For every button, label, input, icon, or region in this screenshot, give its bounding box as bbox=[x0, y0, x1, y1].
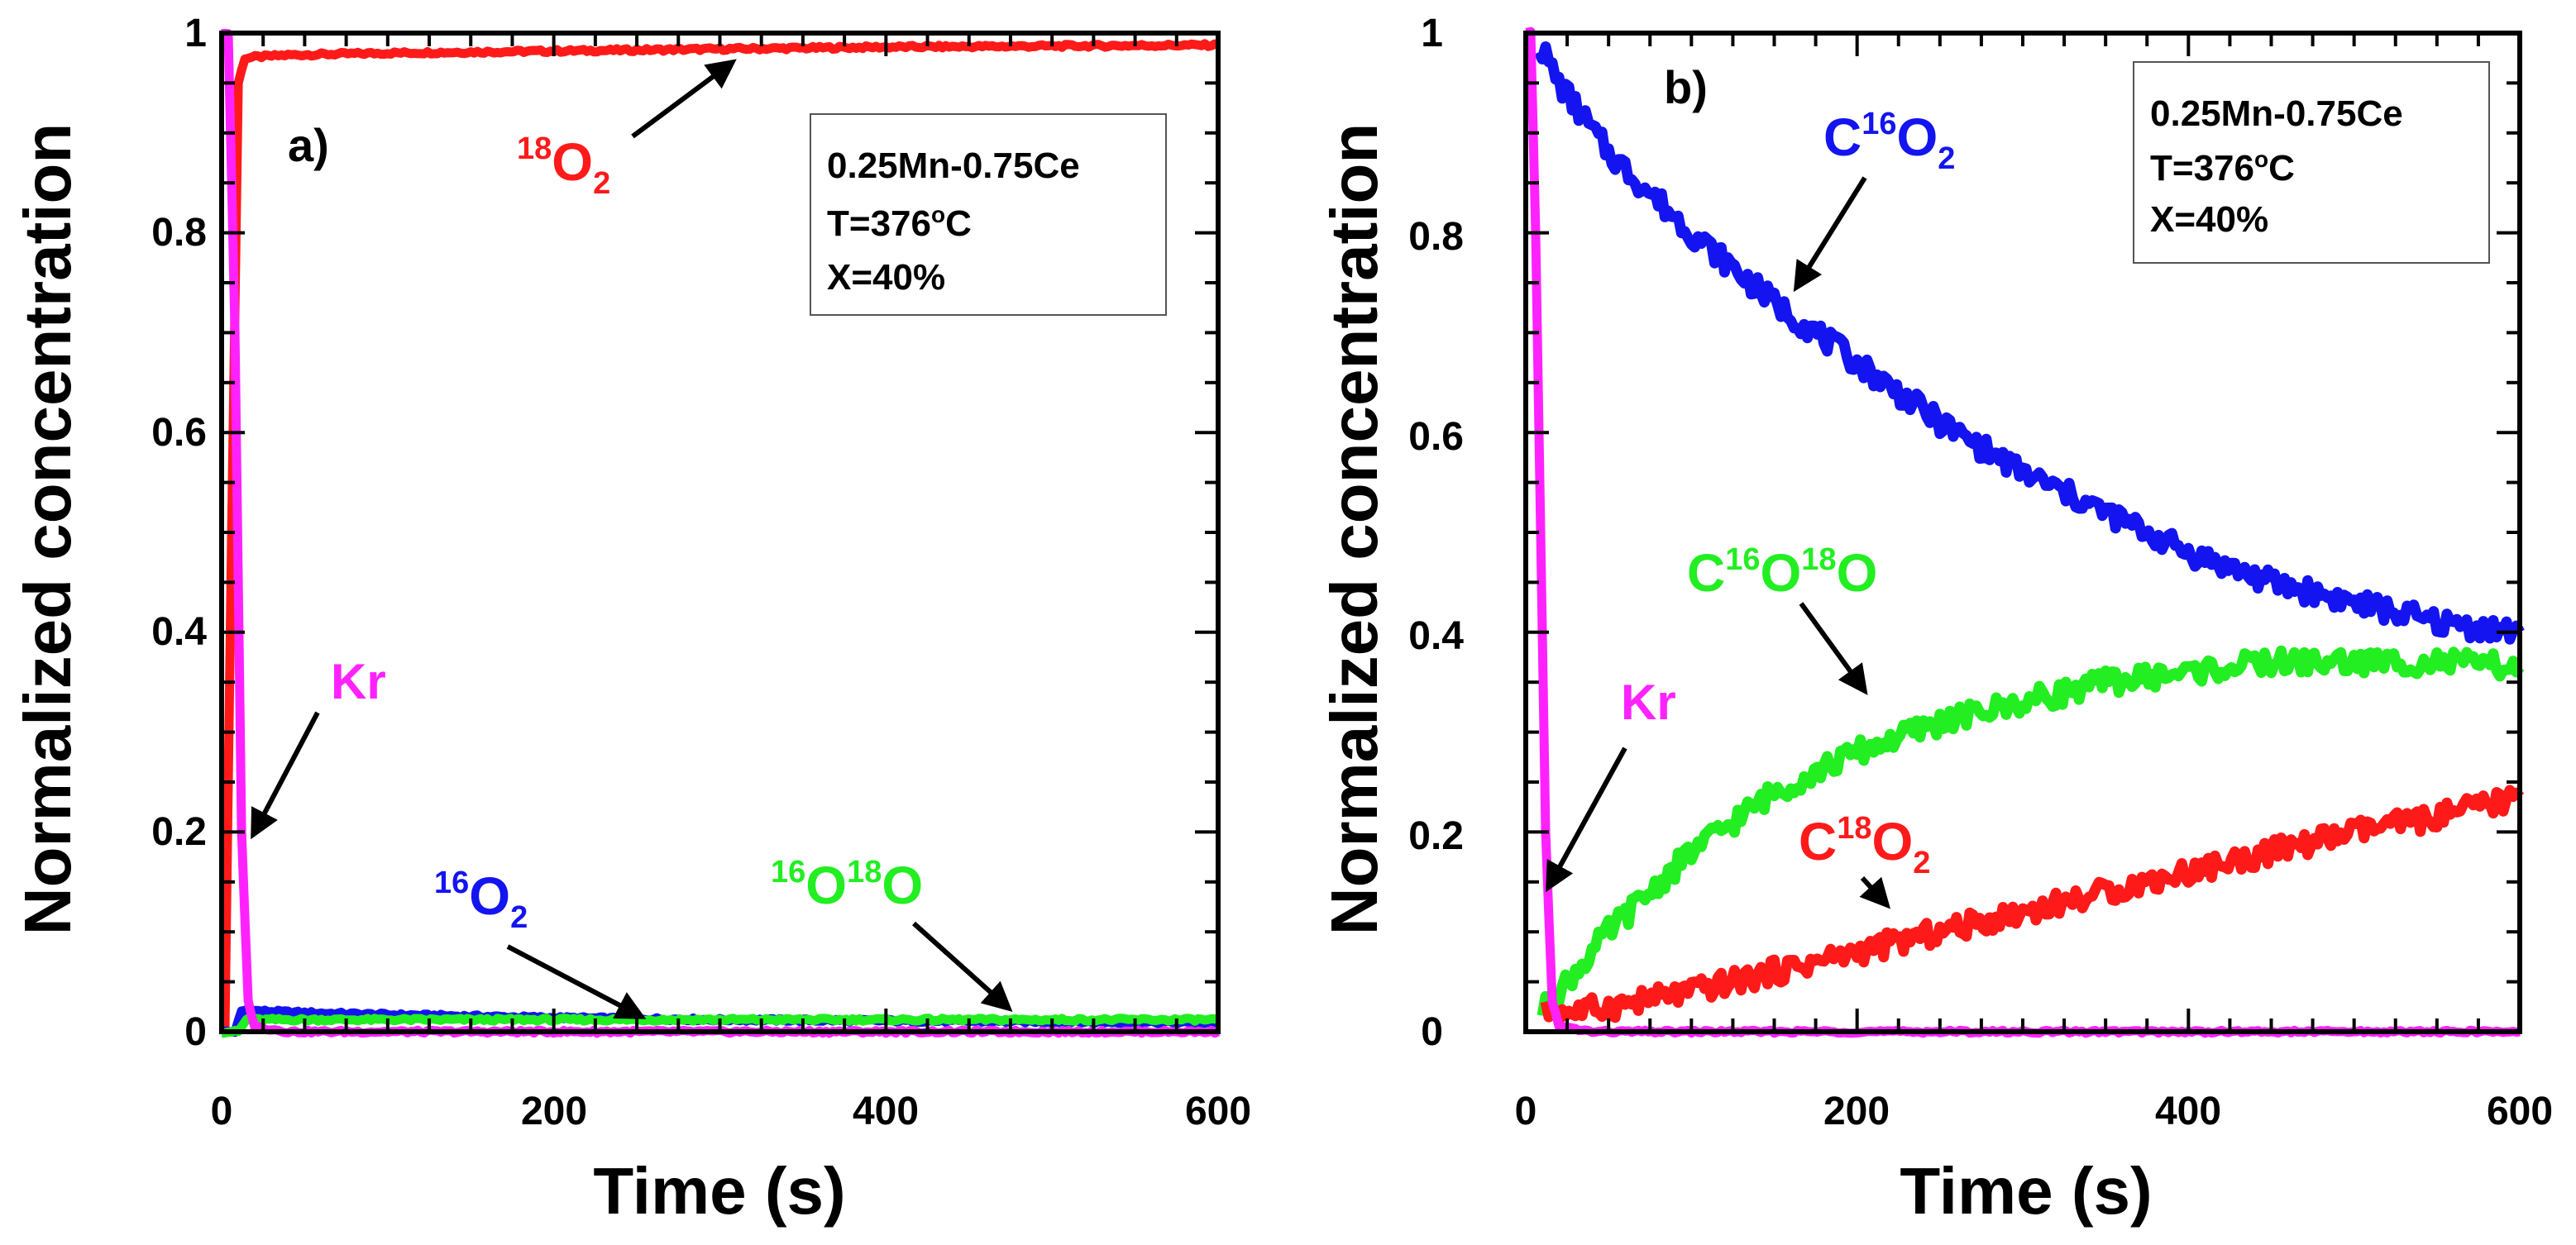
panel-a-info-box bbox=[810, 113, 1167, 316]
svg-text:C18O2: C18O2 bbox=[1799, 811, 1930, 880]
panel-b-ytick-label: 0.8 bbox=[1408, 215, 1464, 259]
panel-b-info-line1: 0.25Mn-0.75Ce bbox=[2150, 93, 2403, 134]
svg-text:C16O2: C16O2 bbox=[1823, 107, 1955, 176]
panel-b-label: b) bbox=[1664, 61, 1708, 113]
panel-a-xtick-label: 0 bbox=[211, 1090, 233, 1133]
panel-a: 1 0.8 0.6 0.4 0.2 0 0 200 400 600 Time (… bbox=[11, 12, 1251, 1228]
panel-b-series-c16o18o bbox=[1537, 645, 2525, 1017]
panel-b-annotation-c16o18o: C16O18O bbox=[1687, 542, 1877, 695]
panel-b-annotation-kr: Kr bbox=[1546, 675, 1676, 893]
panel-b-ytick-label: 1 bbox=[1421, 12, 1443, 55]
panel-a-xtick-label: 200 bbox=[521, 1090, 587, 1133]
panel-a-info-line1: 0.25Mn-0.75Ce bbox=[827, 145, 1080, 186]
panel-a-info-line2: T=376oC bbox=[827, 202, 972, 244]
panel-a-ylabel: Normalized concentration bbox=[11, 123, 84, 935]
panel-a-annotation-18o2: 18O2 bbox=[517, 59, 737, 201]
panel-a-xtick-label: 600 bbox=[1185, 1090, 1251, 1133]
panel-a-ytick-label: 0.4 bbox=[151, 610, 207, 654]
panel-b-series-c18o2 bbox=[1540, 785, 2525, 1027]
panel-b-ytick-label: 0.2 bbox=[1408, 814, 1464, 858]
panel-a-ytick-label: 0.6 bbox=[151, 411, 207, 455]
panel-a-annotation-16o2: 16O2 bbox=[434, 866, 647, 1019]
panel-b-ytick-label: 0 bbox=[1421, 1010, 1443, 1054]
panel-a-ticks bbox=[220, 31, 1220, 1033]
panel-b-annotation-c18o2: C18O2 bbox=[1799, 811, 1930, 909]
svg-text:Kr: Kr bbox=[331, 654, 386, 709]
panel-a-annotation-kr: Kr bbox=[251, 654, 386, 840]
panel-a-ytick-label: 0 bbox=[184, 1010, 207, 1054]
svg-text:Kr: Kr bbox=[1621, 675, 1676, 730]
panel-b-xlabel: Time (s) bbox=[1900, 1154, 2152, 1228]
panel-b-info-line3: X=40% bbox=[2150, 199, 2268, 240]
panel-a-xlabel: Time (s) bbox=[593, 1154, 845, 1228]
panel-b-ytick-label: 0.4 bbox=[1408, 614, 1464, 658]
panel-b-ticks bbox=[1524, 31, 2521, 1033]
panel-a-ytick-label: 0.2 bbox=[151, 810, 207, 854]
panel-b: 1 0.8 0.6 0.4 0.2 0 0 200 400 600 Time (… bbox=[1317, 12, 2553, 1228]
panel-a-ytick-label: 1 bbox=[184, 12, 207, 55]
panel-b-xtick-label: 400 bbox=[2155, 1090, 2221, 1133]
panel-b-series-c16o2 bbox=[1534, 41, 2525, 645]
panel-b-info-line2: T=376oC bbox=[2150, 146, 2295, 188]
svg-text:C16O18O: C16O18O bbox=[1687, 542, 1877, 603]
panel-a-label: a) bbox=[288, 119, 329, 171]
panel-b-xtick-label: 600 bbox=[2487, 1090, 2553, 1133]
svg-text:16O18O: 16O18O bbox=[771, 855, 923, 915]
panel-a-info-line3: X=40% bbox=[827, 257, 945, 298]
panel-b-ylabel: Normalized concentration bbox=[1317, 123, 1391, 935]
panel-b-annotation-c16o2: C16O2 bbox=[1793, 107, 1955, 293]
panel-b-xtick-label: 0 bbox=[1515, 1090, 1537, 1133]
panel-b-info-box bbox=[2133, 61, 2490, 264]
svg-text:16O2: 16O2 bbox=[434, 866, 528, 935]
panel-b-xtick-label: 200 bbox=[1823, 1090, 1890, 1133]
panel-a-annotation-16o18o: 16O18O bbox=[771, 855, 1013, 1013]
panel-a-ytick-label: 0.8 bbox=[151, 211, 207, 255]
svg-text:18O2: 18O2 bbox=[517, 131, 610, 201]
panel-a-xtick-label: 400 bbox=[853, 1090, 919, 1133]
panel-b-ytick-label: 0.6 bbox=[1408, 415, 1464, 459]
